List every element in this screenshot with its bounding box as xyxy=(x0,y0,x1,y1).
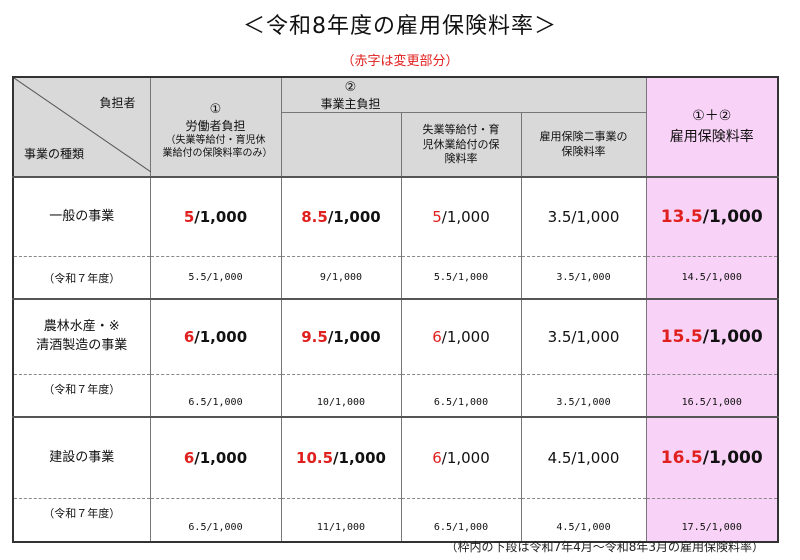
employer-number: ② xyxy=(344,80,357,95)
prev-total-rate: 16.5/1,000 xyxy=(645,374,779,417)
table-row-previous: （令和７年度） 6.5/1,000 10/1,000 6.5/1,000 3.5… xyxy=(12,374,779,417)
row-label: 建設の事業 xyxy=(12,415,151,499)
corner-diagonal xyxy=(14,78,151,172)
worker-rate: 5/1,000 xyxy=(149,175,282,257)
header-subrow: 失業等給付・育児休業給付の保険料率 雇用保険二事業の保険料率 xyxy=(13,112,778,177)
unemployment-rate: 6/1,000 xyxy=(400,297,522,375)
prev-year-label: （令和７年度） xyxy=(12,498,151,542)
total-rate: 15.5/1,000 xyxy=(645,297,779,375)
total-number: ①＋② xyxy=(692,107,732,124)
worker-subtitle: （失業等給付・育児休業給付の保険料率のみ） xyxy=(162,135,273,160)
header-unemployment: 失業等給付・育児休業給付の保険料率 xyxy=(400,112,522,177)
prev-total-rate: 17.5/1,000 xyxy=(645,498,779,542)
header-worker: ① 労働者負担 （失業等給付・育児休業給付の保険料率のみ） xyxy=(149,76,282,178)
header-two-programs: 雇用保険二事業の保険料率 xyxy=(520,112,647,177)
prev-worker-rate: 6.5/1,000 xyxy=(149,374,282,417)
prev-unemployment-rate: 6.5/1,000 xyxy=(400,498,522,542)
worker-number: ① xyxy=(209,101,222,117)
header-corner: 負担者 事業の種類 xyxy=(12,76,151,178)
prev-total-rate: 14.5/1,000 xyxy=(645,256,779,299)
footnote: （枠内の下段は令和7年4月～令和8年3月の雇用保険料率） xyxy=(445,540,764,554)
total-rate: 16.5/1,000 xyxy=(645,415,779,499)
header-employer: ② 事業主負担 xyxy=(280,76,647,114)
prev-employer-rate: 9/1,000 xyxy=(280,256,402,299)
employer-title: 事業主負担 xyxy=(320,96,381,111)
table-row: 農林水産・※ 清酒製造の事業 6/1,000 9.5/1,000 6/1,000… xyxy=(12,297,779,375)
change-note: （赤字は変更部分） xyxy=(341,54,459,69)
table-row-previous: （令和７年度） 6.5/1,000 11/1,000 6.5/1,000 4.5… xyxy=(12,498,779,542)
prev-unemployment-rate: 5.5/1,000 xyxy=(400,256,522,299)
row-label-line2: 清酒製造の事業 xyxy=(36,338,128,354)
prev-worker-rate: 5.5/1,000 xyxy=(149,256,282,299)
row-label-line1: 農林水産・※ xyxy=(43,319,120,335)
table-row: 一般の事業 5/1,000 8.5/1,000 5/1,000 3.5/1,00… xyxy=(12,175,779,257)
corner-payer-label: 負担者 xyxy=(99,96,136,110)
worker-rate: 6/1,000 xyxy=(149,415,282,499)
table-row: 建設の事業 6/1,000 10.5/1,000 6/1,000 4.5/1,0… xyxy=(12,415,779,499)
prev-employer-rate: 10/1,000 xyxy=(280,374,402,417)
total-title: 雇用保険料率 xyxy=(669,128,754,145)
two-programs-rate: 4.5/1,000 xyxy=(520,415,647,499)
table-row-previous: （令和７年度） 5.5/1,000 9/1,000 5.5/1,000 3.5/… xyxy=(12,256,779,299)
prev-two-programs-rate: 3.5/1,000 xyxy=(520,256,647,299)
worker-rate: 6/1,000 xyxy=(149,297,282,375)
prev-unemployment-rate: 6.5/1,000 xyxy=(400,374,522,417)
header-employer-sub-blank xyxy=(280,112,402,177)
corner-business-type-label: 事業の種類 xyxy=(24,146,85,161)
prev-two-programs-rate: 4.5/1,000 xyxy=(520,498,647,542)
two-programs-rate: 3.5/1,000 xyxy=(520,175,647,257)
header-row: 負担者 事業の種類 ① 労働者負担 （失業等給付・育児休業給付の保険料率のみ） … xyxy=(12,76,779,178)
prev-worker-rate: 6.5/1,000 xyxy=(149,498,282,542)
row-label: 一般の事業 xyxy=(12,175,151,257)
employer-rate: 10.5/1,000 xyxy=(280,415,402,499)
header-total: ①＋② 雇用保険料率 xyxy=(645,76,779,178)
employer-rate: 9.5/1,000 xyxy=(280,297,402,375)
unemployment-rate: 5/1,000 xyxy=(400,175,522,257)
prev-employer-rate: 11/1,000 xyxy=(280,498,402,542)
row-label: 農林水産・※ 清酒製造の事業 xyxy=(12,297,151,375)
worker-title: 労働者負担 xyxy=(185,118,246,133)
prev-two-programs-rate: 3.5/1,000 xyxy=(520,374,647,417)
two-programs-rate: 3.5/1,000 xyxy=(520,297,647,375)
employer-rate: 8.5/1,000 xyxy=(280,175,402,257)
prev-year-label: （令和７年度） xyxy=(12,256,151,299)
prev-year-label: （令和７年度） xyxy=(12,374,151,417)
insurance-rate-table: 負担者 事業の種類 ① 労働者負担 （失業等給付・育児休業給付の保険料率のみ） … xyxy=(12,76,779,543)
page-title: ＜令和8年度の雇用保険料率＞ xyxy=(243,14,557,39)
unemployment-rate: 6/1,000 xyxy=(400,415,522,499)
total-rate: 13.5/1,000 xyxy=(645,175,779,257)
